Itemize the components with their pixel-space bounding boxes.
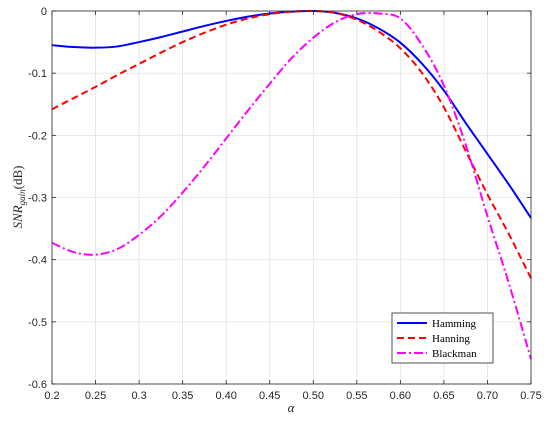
y-axis-label-main: SNR bbox=[10, 205, 25, 228]
y-axis-ticks: 0 -0.1 -0.2 -0.3 -0.4 -0.5 -0.6 bbox=[28, 6, 531, 391]
series-lines bbox=[51, 9, 532, 360]
x-tick-label: 0.2 bbox=[44, 390, 59, 402]
y-axis-label-subscript: gain bbox=[17, 189, 27, 206]
y-axis-label: SNRgain(dB) bbox=[10, 166, 27, 229]
y-tick-label: -0.1 bbox=[28, 68, 47, 80]
x-tick-label: 0.75 bbox=[520, 390, 541, 402]
x-tick-label: 0.25 bbox=[85, 390, 106, 402]
x-tick-label: 0.45 bbox=[259, 390, 280, 402]
x-axis-ticks: 0.2 0.25 0.3 0.35 0.40 0.45 0.50 0.55 0.60 0.65 0.… bbox=[44, 11, 542, 402]
x-tick-label: 0.35 bbox=[172, 390, 193, 402]
legend-label-blackman: Blackman bbox=[432, 348, 477, 360]
series-line-hanning bbox=[51, 9, 532, 279]
y-tick-label: -0.5 bbox=[28, 317, 47, 329]
y-tick-label: 0 bbox=[41, 6, 47, 18]
y-axis-label-unit: (dB) bbox=[10, 166, 25, 190]
y-tick-label: -0.6 bbox=[28, 379, 47, 391]
series-line-hamming bbox=[51, 9, 532, 219]
x-tick-label: 0.40 bbox=[215, 390, 236, 402]
legend-label-hamming: Hamming bbox=[432, 318, 476, 330]
legend-label-hanning: Hanning bbox=[432, 333, 470, 345]
x-axis-label: α bbox=[288, 400, 296, 415]
legend: Hamming Hanning Blackman bbox=[391, 312, 494, 364]
x-tick-label: 0.55 bbox=[346, 390, 367, 402]
x-tick-label: 0.3 bbox=[131, 390, 146, 402]
x-tick-label: 0.50 bbox=[303, 390, 324, 402]
x-tick-label: 0.60 bbox=[390, 390, 411, 402]
y-tick-label: -0.4 bbox=[28, 255, 47, 267]
x-tick-label: 0.70 bbox=[477, 390, 498, 402]
y-tick-label: -0.3 bbox=[28, 193, 47, 205]
y-tick-label: -0.2 bbox=[28, 130, 47, 142]
x-tick-label: 0.65 bbox=[433, 390, 454, 402]
series-line-blackman bbox=[51, 11, 532, 360]
